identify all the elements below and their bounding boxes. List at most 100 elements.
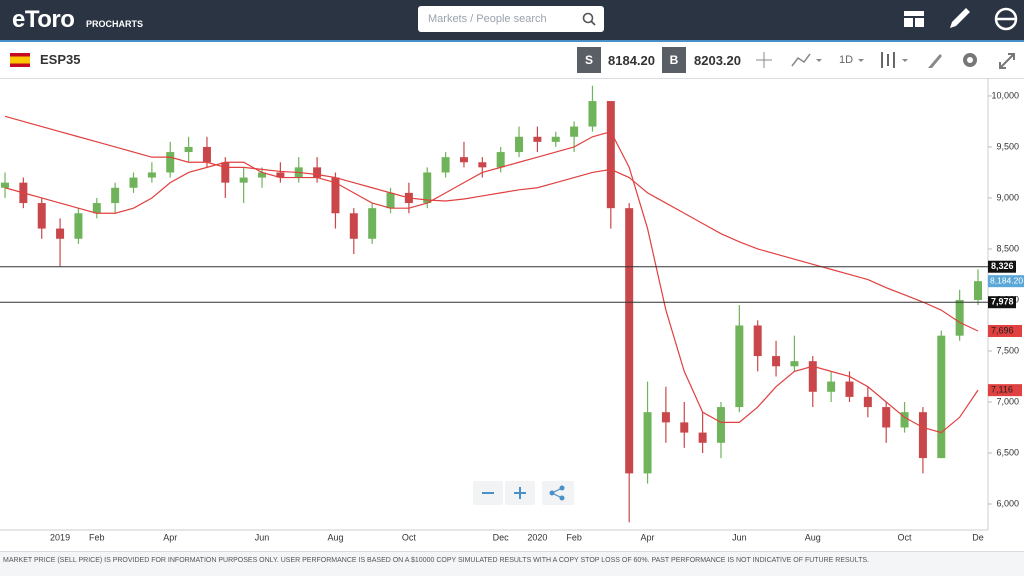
sell-price[interactable]: 8184.20 [608,53,655,68]
candle-body [239,177,248,183]
candle-body [258,172,267,178]
candle-body [698,432,707,443]
plot-layer [0,85,988,523]
header: eToro PROCHARTS Markets / People search [0,0,1024,42]
share-button[interactable] [542,481,574,505]
candle-body [937,335,946,459]
candle-body [313,167,322,178]
y-tick-label: 10,000 [991,90,1019,100]
x-tick-label: Aug [327,532,343,542]
candle-body [570,126,579,137]
chart: 6,0006,5007,0007,5008,0008,5009,0009,500… [0,78,1024,542]
candle-body [735,325,744,408]
candle-body [588,101,597,127]
layout-icon[interactable] [904,11,924,27]
search-icon [582,12,596,26]
candle-body [386,192,395,209]
last-price-label: 8,184.20 [990,275,1023,285]
x-tick-label: Dec [493,532,510,542]
candle-body [276,172,285,178]
x-tick-label: Jun [732,532,747,542]
x-tick-label: Feb [566,532,582,542]
candle-body [974,281,982,300]
x-tick-label: Oct [402,532,417,542]
candle-body [368,208,377,239]
zoom-controls [473,481,574,505]
candle-body [753,325,762,357]
horizontal-line-tag [988,296,1016,309]
candle-body [111,187,120,204]
last-price-tag [988,275,1024,288]
candle-body [166,152,175,173]
candle-body [496,152,505,168]
candle-body [533,136,542,142]
candle-body [680,422,689,433]
x-tick-label: Apr [641,532,655,542]
candle-body [349,213,358,239]
candle-body [92,203,101,214]
timeframe-dropdown[interactable] [858,59,864,62]
moving-average-tag [988,324,1022,337]
candle-body [221,162,230,183]
y-tick-label: 8,500 [996,243,1019,253]
x-tick-label: Apr [163,532,177,542]
draw-icon[interactable] [950,8,970,28]
candle-body [441,157,450,173]
candle-body [827,381,836,392]
candle-body [845,381,854,397]
candle-body [1,182,9,188]
y-tick-label: 7,000 [996,396,1019,406]
y-tick-label: 9,500 [996,141,1019,151]
candle-body [423,172,432,204]
horizontal-line-tag [988,260,1016,273]
candle-body [900,412,909,428]
candle-body [918,412,927,459]
buy-price[interactable]: 8203.20 [694,53,741,68]
fullscreen-icon[interactable] [999,53,1015,69]
drawing-tool-icon[interactable] [928,54,942,68]
buy-label[interactable]: B [662,47,686,73]
moving-average-line [4,130,979,434]
candle-body [459,157,468,163]
candle-body [37,203,46,229]
candle-body [772,356,781,367]
chart-type-icon[interactable] [791,53,822,67]
moving-average-line [4,115,979,332]
etoro-icon[interactable] [994,7,1018,31]
search-box[interactable]: Markets / People search [418,6,604,32]
sell-label[interactable]: S [577,47,601,73]
candle-body [331,177,340,214]
x-tick-label: 2019 [50,532,70,542]
footer: MARKET PRICE (SELL PRICE) IS PROVIDED FO… [0,551,1024,576]
toolbar: ESP35 S 8184.20 B 8203.20 1D [0,42,1024,79]
y-tick-label: 6,500 [996,447,1019,457]
moving-average-tag [988,384,1022,397]
timeframe[interactable]: 1D [839,54,854,66]
candle-body [661,412,670,423]
candle-body [129,177,138,188]
zoom-in-icon [514,487,526,499]
symbol: ESP35 [40,52,81,67]
flag-icon [10,53,30,67]
candle-body [882,407,891,428]
candle-body [643,412,652,474]
moving-average-tag-label: 7,696 [991,325,1014,335]
candle-body [808,361,817,392]
share-icon [549,485,565,501]
candle-body [202,146,211,163]
settings-icon[interactable] [963,53,977,67]
candle-body [184,146,193,153]
x-tick-label: Jun [255,532,270,542]
candle-body [515,136,524,153]
candle-body [74,213,83,239]
toolbar-icons [756,52,1015,69]
search-placeholder: Markets / People search [428,13,547,25]
crosshair-icon[interactable] [756,52,772,68]
y-tick-label: 9,000 [996,192,1019,202]
candle-body [955,299,964,336]
indicator-icon[interactable] [881,52,908,68]
logo[interactable]: eToro [12,6,75,33]
x-tick-label: Feb [89,532,105,542]
candle-body [625,208,634,474]
